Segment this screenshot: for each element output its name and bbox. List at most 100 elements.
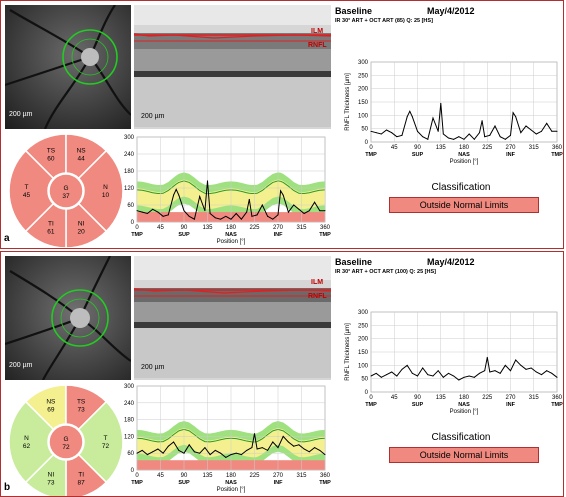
y-tick-label: 300 [358,310,369,316]
data-point [141,211,143,213]
x-tick-label: 270 [273,225,284,231]
data-point [380,133,382,135]
data-point [261,204,263,206]
data-point [486,356,488,358]
data-point [499,136,501,138]
data-point [178,194,180,196]
region-label: INF [506,402,516,408]
data-point [530,367,532,369]
data-point [481,120,483,122]
data-point [401,134,403,136]
sector-value: 61 [47,228,55,235]
data-point [442,133,444,135]
data-point [396,136,398,138]
y-tick-label: 0 [365,140,369,146]
data-point [146,213,148,214]
y-tick-label: 150 [358,350,369,356]
data-point [453,138,455,140]
data-point [442,376,444,378]
data-point [468,133,470,135]
x-tick-label: 270 [505,395,516,401]
x-tick-label: 0 [135,225,139,231]
rnfl-thickness-plot-bottom: 0 60 120 180 240 300 0 45 90 135 180 225 270 315 360 TM… [117,382,333,496]
region-label: NAS [225,232,237,238]
x-tick-label: 270 [505,145,516,151]
data-point [375,132,377,134]
data-point [551,130,553,132]
data-point [235,213,237,214]
sector-name: G [63,185,68,192]
data-point [220,218,222,220]
data-point [188,215,190,217]
sector-value: 20 [77,228,85,235]
data-point [282,194,284,196]
data-point [136,210,138,212]
data-point [324,210,326,212]
data-point [162,452,164,454]
region-label: SUP [412,402,424,408]
region-label: SUP [178,232,190,238]
data-point [173,441,175,443]
data-point [193,451,195,453]
data-point [235,452,237,454]
sector-value: 10 [102,192,110,199]
data-point [152,451,154,453]
data-point [468,375,470,377]
data-point [303,213,305,214]
y-axis-label: RNFL Thickness [µm] [345,323,351,381]
data-point [246,211,248,213]
x-tick-label: 90 [414,395,421,401]
data-point [256,448,258,450]
data-point [303,448,305,450]
x-tick-label: 225 [482,145,493,151]
y-tick-label: 50 [361,377,368,383]
y-tick-label: 240 [124,401,135,407]
x-tick-label: 0 [369,145,373,151]
data-point [183,452,185,454]
data-point [251,215,253,217]
x-tick-label: 315 [296,473,307,479]
baseline-title: Baseline [335,6,373,16]
data-point [427,138,429,140]
sector-value: 60 [47,156,55,163]
data-point [319,210,321,212]
ilm-layer-label: ILM [311,28,324,35]
scan-protocol-label: IR 30° ART + OCT ART (100) Q: 25 [HS] [335,269,436,275]
data-point [489,134,491,136]
x-tick-label: 225 [249,225,260,231]
data-point [448,372,449,374]
region-label: NAS [458,402,470,408]
fundus-image [5,256,131,380]
data-point [386,374,387,376]
data-point [272,441,274,443]
classification-title: Classification [431,182,491,193]
y-tick-label: 200 [358,87,369,93]
sector-global [48,173,84,209]
sector-name: T [25,184,29,191]
region-label: TMP [365,402,377,408]
x-axis-label: Position [°] [217,239,246,245]
data-point [391,132,393,134]
sector-value: 44 [77,156,85,163]
scan-protocol-label: IR 30° ART + OCT ART (85) Q: 25 [HS] [335,18,433,24]
sector-name: N [103,184,108,191]
x-tick-label: 180 [459,395,470,401]
sector-name: N [24,435,29,442]
y-tick-label: 300 [124,384,135,390]
sector-outline [8,133,124,248]
data-point [261,447,263,449]
data-point [409,110,411,112]
data-point [417,130,418,132]
data-point [396,375,398,377]
data-point [287,441,289,443]
rnfl-thickness-line [370,357,558,381]
x-tick-label: 135 [436,145,447,151]
data-point [287,211,289,213]
data-point [535,133,537,135]
x-tick-label: 135 [436,395,447,401]
x-tick-label: 360 [552,395,563,401]
data-point [157,448,159,450]
data-point [473,138,475,140]
data-point [230,454,232,456]
x-tick-label: 0 [369,395,373,401]
